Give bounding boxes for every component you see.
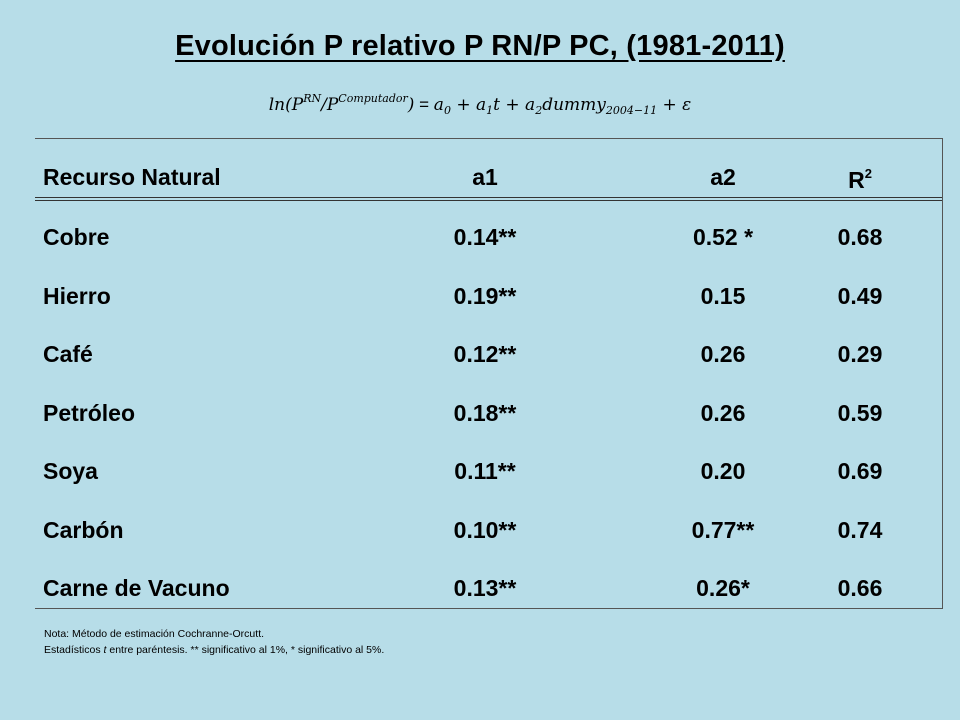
- cell-a2: 0.20: [700, 458, 746, 484]
- formula-dummy: dummy: [542, 95, 606, 115]
- cell-a2: 0.26*: [696, 575, 750, 601]
- formula-epsilon: ε: [682, 95, 692, 115]
- cell-a1: 0.19**: [453, 282, 517, 309]
- cell-r2: 0.49: [837, 282, 883, 309]
- formula-plus-3: +: [657, 95, 683, 115]
- cell-a1: 0.12**: [453, 341, 517, 367]
- formula-equals: =: [414, 95, 434, 114]
- formula-ln: ln(P: [268, 95, 304, 115]
- formula-a1: a: [476, 95, 487, 115]
- cell-recurso: Carbón: [43, 516, 124, 543]
- formula-plus-1: +: [450, 95, 476, 115]
- cell-r2: 0.69: [837, 458, 883, 484]
- formula-sup-rn: RN: [303, 92, 322, 105]
- footnote-line-2-post: entre paréntesis. ** significativo al 1%…: [106, 644, 385, 656]
- cell-r2: 0.66: [837, 575, 883, 601]
- formula-t: t: [493, 95, 500, 115]
- cell-a2: 0.52 *: [692, 224, 754, 250]
- regression-formula: ln(PRN/PComputador) = a0 + a1t + a2dummy…: [0, 92, 960, 117]
- formula-a0: a: [433, 95, 444, 115]
- formula-close: ): [407, 95, 415, 115]
- cell-r2: 0.74: [837, 516, 883, 543]
- cell-r2: 0.68: [837, 224, 883, 250]
- cell-recurso: Carne de Vacuno: [43, 575, 230, 601]
- cell-a1: 0.10**: [453, 516, 517, 543]
- header-a2: a2: [710, 164, 736, 190]
- formula-plus-2: +: [499, 95, 526, 115]
- cell-recurso: Hierro: [43, 282, 111, 309]
- formula-slash: /P: [321, 95, 339, 115]
- formula-a2: a: [525, 95, 536, 115]
- cell-a1: 0.18**: [453, 399, 517, 426]
- cell-a2: 0.26: [700, 399, 746, 426]
- formula-a2-sub: 2: [535, 104, 543, 117]
- header-recurso-natural: Recurso Natural: [43, 164, 221, 190]
- footnote-line-2-pre: Estadísticos: [44, 644, 104, 656]
- cell-a2: 0.15: [700, 282, 746, 309]
- slide-title: Evolución P relativo P RN/P PC, (1981-20…: [175, 30, 785, 62]
- cell-a1: 0.14**: [453, 224, 517, 250]
- formula-dummy-sub: 2004−11: [605, 104, 658, 117]
- cell-r2: 0.29: [837, 341, 883, 367]
- table-header: Recurso Natural a1 a2 R2: [35, 139, 942, 201]
- formula-a1-sub: 1: [486, 104, 494, 117]
- header-a1: a1: [472, 164, 498, 190]
- header-r-squared: R2: [780, 166, 940, 194]
- cell-a1: 0.11**: [454, 458, 516, 484]
- cell-a1: 0.13**: [453, 575, 517, 601]
- results-table: Recurso Natural a1 a2 R2 Cobre 0.14** 0.52…: [35, 138, 943, 609]
- formula-a0-sub: 0: [443, 104, 451, 117]
- cell-recurso: Petróleo: [43, 399, 136, 426]
- footnote-line-2: Estadísticos t entre paréntesis. ** sign…: [44, 642, 384, 658]
- header-r-sup: 2: [864, 166, 872, 181]
- footnote-line-2-t: t: [103, 644, 107, 656]
- formula-sup-computador: Computador: [338, 92, 408, 105]
- footnote-line-1: Nota: Método de estimación Cochranne-Orc…: [44, 628, 265, 640]
- cell-recurso: Café: [43, 341, 93, 367]
- footnote: Nota: Método de estimación Cochranne-Orc…: [44, 626, 384, 658]
- cell-recurso: Soya: [43, 458, 98, 484]
- cell-recurso: Cobre: [43, 224, 110, 250]
- cell-a2: 0.77**: [691, 516, 755, 543]
- header-r-base: R: [848, 167, 865, 193]
- cell-r2: 0.59: [837, 399, 883, 426]
- cell-a2: 0.26: [700, 341, 746, 367]
